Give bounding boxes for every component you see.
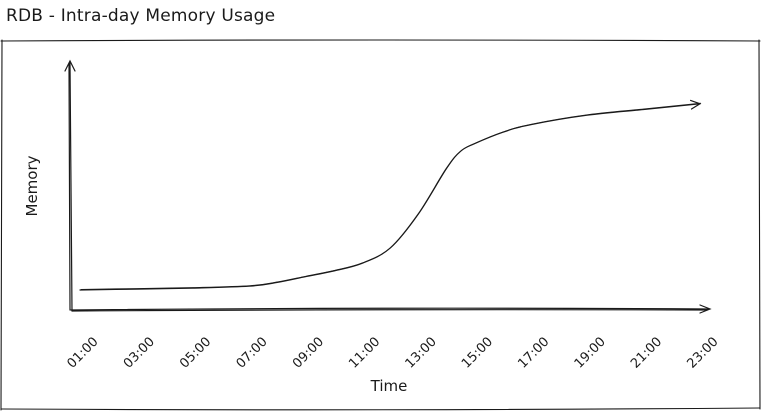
x-tick-label: 09:00 — [290, 334, 327, 371]
series-group — [79, 99, 702, 291]
x-tick-label: 17:00 — [515, 334, 552, 371]
x-tick-label: 23:00 — [684, 334, 721, 371]
chart-frame — [0, 39, 761, 411]
x-axis-arrowhead — [699, 304, 712, 314]
series-line — [79, 103, 701, 291]
x-tick-label: 01:00 — [64, 334, 101, 371]
x-tick-label: 15:00 — [459, 334, 496, 371]
x-tick-label: 21:00 — [628, 334, 665, 371]
x-tick-label: 05:00 — [177, 334, 214, 371]
y-axis — [64, 59, 76, 312]
y-axis-title: Memory — [23, 155, 41, 216]
x-tick-label: 11:00 — [346, 334, 383, 371]
series-arrowhead — [690, 99, 702, 110]
x-axis-title: Time — [370, 377, 408, 395]
x-tick-label: 03:00 — [121, 334, 158, 371]
x-tick-label: 19:00 — [572, 334, 609, 371]
y-axis-arrowhead — [64, 59, 76, 72]
page-title: RDB - Intra-day Memory Usage — [6, 6, 276, 26]
x-tick-label: 13:00 — [403, 334, 440, 371]
x-axis — [70, 304, 712, 314]
series-line-sketch — [80, 102, 701, 290]
x-tick-label: 07:00 — [234, 334, 271, 371]
x-tick-labels: 01:00 03:00 05:00 07:00 09:00 11:00 13:00 15:00… — [64, 334, 721, 371]
